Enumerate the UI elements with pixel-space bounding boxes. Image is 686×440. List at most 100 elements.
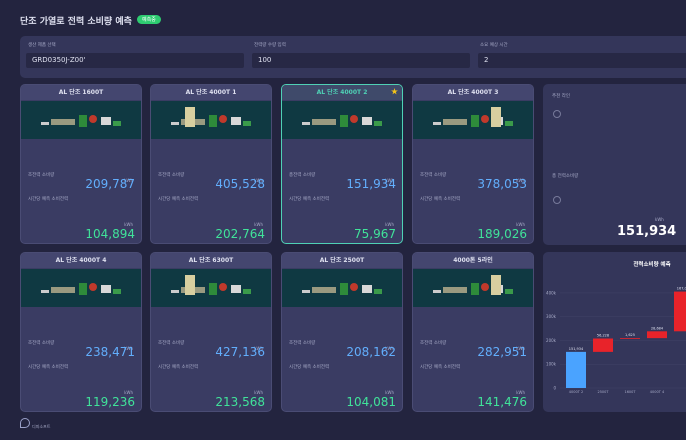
- hourly-label: 시간당 예측 소비전력: [28, 365, 69, 370]
- line-card[interactable]: AL 단조 1600T 조전력 소비량 kWh 209,787 시간당 예측 소비전력 k…: [20, 84, 142, 244]
- star-icon: [391, 88, 398, 95]
- y-tick-label: 100k: [546, 362, 557, 367]
- line-card[interactable]: AL 단조 4000T 1 조전력 소비량 kWh 405,528 시간당 예측 소비전…: [150, 84, 272, 244]
- machine-part: [302, 122, 310, 125]
- total-label: 총전력 소비량: [289, 173, 316, 178]
- machine-illustration: [41, 115, 121, 127]
- machine-part: [51, 119, 75, 125]
- machine-illustration: [433, 275, 513, 295]
- card-title: AL 단조 4000T 1: [151, 85, 271, 100]
- hourly-unit: kWh: [124, 390, 133, 395]
- total-label: 조전력 소비량: [158, 341, 185, 346]
- value-label: 167,057: [677, 287, 686, 291]
- hourly-unit: kWh: [516, 390, 525, 395]
- hourly-unit: kWh: [124, 222, 133, 227]
- total-value: 209,787: [85, 177, 135, 191]
- input-field[interactable]: 2: [478, 53, 686, 68]
- machine-part: [89, 283, 97, 291]
- machine-part: [491, 275, 501, 295]
- machine-part: [243, 289, 251, 294]
- chart-title: 전력소비량 예측: [633, 260, 670, 268]
- machine-image: [151, 101, 271, 139]
- line-card[interactable]: AL 단조 4000T 2 총전력 소비량 kWh 151,934 시간당 예측 소비전…: [281, 84, 403, 244]
- input-field[interactable]: 100: [252, 53, 470, 68]
- input-field[interactable]: GRD0350J-Z00': [26, 53, 244, 68]
- machine-part: [350, 115, 358, 123]
- machine-image: [413, 269, 533, 307]
- machine-part: [171, 290, 179, 293]
- hourly-label: 시간당 예측 소비전력: [420, 365, 461, 370]
- total-unit: kWh: [385, 346, 394, 351]
- machine-part: [362, 117, 372, 125]
- machine-illustration: [433, 107, 513, 127]
- machine-part: [433, 290, 441, 293]
- machine-part: [374, 121, 382, 126]
- status-badge: 예측중: [137, 15, 161, 24]
- recommend-label: 추천 라인: [552, 94, 570, 99]
- machine-part: [101, 117, 111, 125]
- bar: [593, 338, 613, 352]
- machine-part: [89, 115, 97, 123]
- machine-part: [491, 107, 501, 127]
- line-card[interactable]: AL 단조 2500T 조전력 소비량 kWh 208,162 시간당 예측 소비전력 k…: [281, 252, 403, 412]
- line-card[interactable]: AL 단조 4000T 3 조전력 소비량 kWh 378,053 시간당 예측 소비전…: [412, 84, 534, 244]
- line-card[interactable]: AL 단조 4000T 4 조전력 소비량 kWh 238,471 시간당 예측 소비전…: [20, 252, 142, 412]
- total-unit: kWh: [655, 217, 664, 222]
- line-card[interactable]: AL 단조 6300T 조전력 소비량 kWh 427,136 시간당 예측 소비전력 k…: [150, 252, 272, 412]
- bar: [566, 351, 586, 388]
- total-value: 151,934: [346, 177, 396, 191]
- total-unit: kWh: [254, 178, 263, 183]
- x-tick-label: 4000T 4: [650, 390, 665, 394]
- card-title: AL 단조 2500T: [282, 253, 402, 268]
- machine-part: [219, 283, 227, 291]
- hourly-label: 시간당 예측 소비전력: [289, 197, 330, 202]
- value-label: 56,228: [597, 334, 609, 338]
- card-title: AL 단조 4000T 4: [21, 253, 141, 268]
- hourly-value: 104,081: [346, 395, 396, 409]
- bar: [647, 331, 667, 339]
- total-value: 405,528: [215, 177, 265, 191]
- hourly-unit: kWh: [385, 390, 394, 395]
- total-value: 238,471: [85, 345, 135, 359]
- machine-image: [151, 269, 271, 307]
- machine-image: [413, 101, 533, 139]
- total-unit: kWh: [385, 178, 394, 183]
- machine-illustration: [171, 107, 251, 127]
- machine-part: [340, 115, 348, 127]
- value-label: 28,684: [651, 326, 664, 330]
- machine-part: [312, 119, 336, 125]
- icon: [553, 196, 561, 204]
- machine-part: [101, 285, 111, 293]
- y-tick-label: 0: [553, 386, 556, 391]
- machine-part: [443, 287, 467, 293]
- machine-part: [41, 122, 49, 125]
- total-label: 조전력 소비량: [420, 341, 447, 346]
- hourly-label: 시간당 예측 소비전력: [289, 365, 330, 370]
- machine-part: [231, 117, 241, 125]
- hourly-value: 75,967: [354, 227, 396, 241]
- machine-part: [312, 287, 336, 293]
- machine-part: [362, 285, 372, 293]
- total-value: 151,934: [617, 224, 677, 239]
- total-value: 208,162: [346, 345, 396, 359]
- machine-part: [113, 289, 121, 294]
- hourly-unit: kWh: [254, 222, 263, 227]
- input-label: 생산 제품 선택: [28, 43, 56, 48]
- summary-panel: [543, 84, 686, 245]
- machine-illustration: [302, 115, 382, 127]
- machine-part: [185, 107, 195, 127]
- total-unit: kWh: [124, 346, 133, 351]
- total-label: 총 전력소비량: [552, 174, 579, 179]
- machine-image: [21, 269, 141, 307]
- machine-part: [79, 283, 87, 295]
- total-unit: kWh: [124, 178, 133, 183]
- card-title: AL 단조 6300T: [151, 253, 271, 268]
- total-label: 조전력 소비량: [289, 341, 316, 346]
- card-title: 4000톤 5라인: [413, 253, 533, 268]
- bar: [674, 291, 686, 332]
- hourly-label: 시간당 예측 소비전력: [158, 365, 199, 370]
- hourly-value: 104,894: [85, 227, 135, 241]
- line-card[interactable]: 4000톤 5라인 조전력 소비량 kWh 282,951 시간당 예측 소비전력 kWh…: [412, 252, 534, 412]
